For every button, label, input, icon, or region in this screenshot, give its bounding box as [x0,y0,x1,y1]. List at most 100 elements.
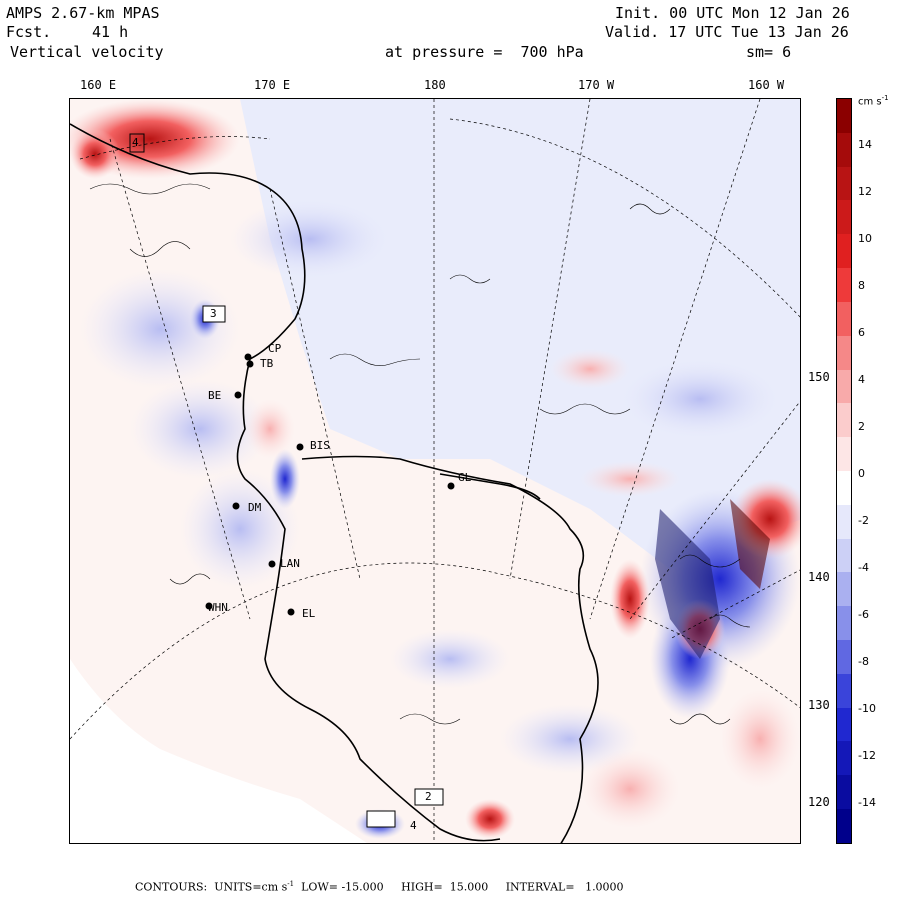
colorbar-tick-label: 8 [858,279,865,292]
station-markers [205,353,455,616]
valid-time: Valid. 17 UTC Tue 13 Jan 26 [605,23,849,41]
lon-label-130w: 130 W [808,698,845,712]
station-gl: GL [458,471,472,484]
footer-low: LOW= -15.000 [301,880,384,894]
station-el: EL [302,607,316,620]
colorbar-units-text: cm s [858,96,882,108]
footer-units-exponent: -1 [287,880,295,888]
colorbar-tick-label: 0 [858,467,865,480]
lon-label-170e: 170 E [254,78,291,92]
lon-label-120w: 120 W [808,795,845,809]
contour-info: CONTOURS: UNITS=cm s-1 LOW= -15.000 HIGH… [135,880,624,894]
station-tb: TB [260,357,274,370]
map-panel: 4 3 2 4 CP TB BE BIS GL DM LAN WHN EL [69,98,801,844]
contour-high-label: 4 [132,136,139,149]
lon-label-180: 180 [424,78,446,92]
colorbar-segment [837,335,851,370]
field-patch [390,629,510,689]
colorbar-segment [837,166,851,201]
smoothing-value: sm= 6 [746,43,792,61]
colorbar-tick-label: 10 [858,232,872,245]
colorbar-tick-label: 6 [858,326,865,339]
forecast-label: Fcst. [6,23,52,41]
colorbar-tick-label: -6 [858,608,869,621]
colorbar-segment [837,369,851,404]
colorbar-tick-label: -12 [858,749,876,762]
colorbar-segment [837,234,851,269]
field-patch [580,749,680,829]
downdraft-region [270,449,300,509]
colorbar-tick-label: 4 [858,373,865,386]
colorbar-tick-label: 14 [858,138,872,151]
footer-contours-label: CONTOURS: [135,880,208,894]
box-label-3: 3 [210,307,217,320]
colorbar-segment [837,538,851,573]
colorbar [836,98,852,844]
lon-label-160w: 160 W [748,78,785,92]
field-patch [180,469,300,589]
model-title: AMPS 2.67-km MPAS [6,4,160,22]
colorbar-segment [837,809,851,843]
colorbar-segment [837,132,851,167]
colorbar-segment [837,504,851,539]
colorbar-tick-label: 2 [858,420,865,433]
colorbar-segment [837,301,851,336]
colorbar-segment [837,775,851,810]
colorbar-segment [837,437,851,471]
footer-interval: INTERVAL= 1.0000 [505,880,624,894]
strong-updraft [730,499,770,589]
station-dm: DM [248,501,262,514]
colorbar-segment [837,403,851,438]
field-patch [230,199,390,279]
field-patch [550,349,630,389]
colorbar-segment [837,200,851,235]
coastline [70,123,599,843]
station-lan: LAN [280,557,300,570]
colorbar-tick-label: 12 [858,185,872,198]
colorbar-tick-label: -8 [858,655,869,668]
colorbar-units-exponent: -1 [881,94,889,102]
station-whn: WHN [208,601,228,614]
colorbar-segment [837,707,851,742]
lon-label-150w: 150 W [808,370,845,384]
colorbar-tick-label: -4 [858,561,869,574]
colorbar-segment [837,673,851,708]
lon-label-140w: 140 W [808,570,845,584]
graticule [70,99,800,843]
lon-label-160e: 160 E [80,78,117,92]
field-patch [80,269,240,389]
field-patch [245,399,295,459]
box-label-2: 2 [425,790,432,803]
colorbar-segment [837,470,851,505]
colorbar-units: cm s-1 [858,94,889,107]
station-bis: BIS [310,439,330,452]
field-patch [720,689,800,789]
updraft-region [70,129,120,179]
no-data-region [70,659,367,843]
box-label-4: 4 [410,819,417,832]
colorbar-segment [837,606,851,640]
field-patch [130,379,270,479]
colorbar-segment [837,640,851,674]
pressure-level: at pressure = 700 hPa [385,43,584,61]
colorbar-tick-label: -10 [858,702,876,715]
colorbar-segment [837,572,851,607]
field-name: Vertical velocity [10,43,164,61]
background-region-blue [240,99,800,569]
colorbar-segment [837,99,851,133]
field-patch [620,359,780,439]
lon-label-170w: 170 W [578,78,615,92]
colorbar-tick-label: -14 [858,796,876,809]
station-be: BE [208,389,222,402]
forecast-hours: 41 h [92,23,129,41]
box-markers [129,133,444,828]
updraft-region [610,559,650,639]
footer-high: HIGH= 15.000 [401,880,489,894]
init-time: Init. 00 UTC Mon 12 Jan 26 [615,4,850,22]
station-cp: CP [268,342,282,355]
colorbar-segment [837,741,851,776]
footer-units: UNITS=cm s [214,880,288,894]
colorbar-segment [837,268,851,302]
vertical-velocity-map [70,99,800,843]
field-patch [580,461,680,497]
